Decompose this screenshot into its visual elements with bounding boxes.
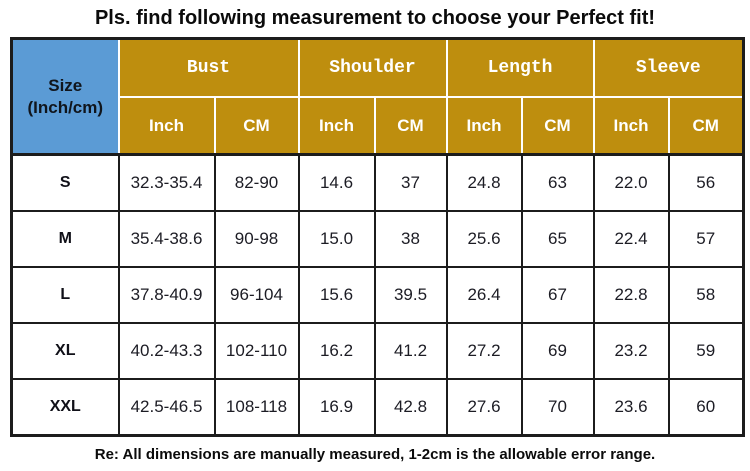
cell-shoulder-cm: 37: [373, 153, 448, 212]
table-row-xl: XL 40.2-43.3 102-110 16.2 41.2 27.2 69 2…: [10, 322, 745, 380]
subheader-bust-inch: Inch: [117, 96, 216, 156]
subheader-shoulder-cm: CM: [373, 96, 448, 156]
cell-shoulder-cm: 42.8: [373, 378, 448, 437]
cell-size: M: [10, 210, 120, 268]
cell-sleeve-cm: 60: [667, 378, 745, 437]
cell-shoulder-cm: 41.2: [373, 322, 448, 380]
cell-sleeve-cm: 58: [667, 266, 745, 324]
table-row-xxl: XXL 42.5-46.5 108-118 16.9 42.8 27.6 70 …: [10, 378, 745, 437]
cell-shoulder-inch: 16.9: [297, 378, 376, 437]
table-row-s: S 32.3-35.4 82-90 14.6 37 24.8 63 22.0 5…: [10, 153, 745, 212]
group-header-sleeve: Sleeve: [592, 37, 745, 98]
group-header-row: Size (Inch/cm) Bust Shoulder Length Slee…: [10, 37, 745, 156]
cell-sleeve-cm: 59: [667, 322, 745, 380]
size-column-header: Size (Inch/cm): [10, 37, 120, 156]
cell-shoulder-inch: 15.0: [297, 210, 376, 268]
cell-bust-cm: 102-110: [213, 322, 300, 380]
cell-bust-cm: 96-104: [213, 266, 300, 324]
group-header-shoulder: Shoulder: [297, 37, 448, 98]
cell-length-inch: 27.6: [445, 378, 523, 437]
cell-bust-inch: 40.2-43.3: [117, 322, 216, 380]
cell-sleeve-inch: 23.6: [592, 378, 670, 437]
cell-bust-cm: 82-90: [213, 153, 300, 212]
size-chart-table: Size (Inch/cm) Bust Shoulder Length Slee…: [10, 37, 746, 437]
subheader-shoulder-inch: Inch: [297, 96, 376, 156]
table-row-l: L 37.8-40.9 96-104 15.6 39.5 26.4 67 22.…: [10, 266, 745, 324]
cell-shoulder-cm: 38: [373, 210, 448, 268]
cell-bust-inch: 35.4-38.6: [117, 210, 216, 268]
cell-sleeve-inch: 22.8: [592, 266, 670, 324]
cell-bust-cm: 90-98: [213, 210, 300, 268]
subheader-bust-cm: CM: [213, 96, 300, 156]
cell-size: XXL: [10, 378, 120, 437]
cell-size: XL: [10, 322, 120, 380]
cell-length-inch: 25.6: [445, 210, 523, 268]
cell-length-cm: 67: [520, 266, 595, 324]
cell-length-cm: 63: [520, 153, 595, 212]
cell-length-cm: 69: [520, 322, 595, 380]
subheader-sleeve-cm: CM: [667, 96, 745, 156]
unit-header-row: Inch CM Inch CM Inch CM Inch CM: [12, 96, 745, 156]
cell-bust-inch: 37.8-40.9: [117, 266, 216, 324]
page-title: Pls. find following measurement to choos…: [94, 7, 656, 29]
cell-sleeve-inch: 22.4: [592, 210, 670, 268]
cell-sleeve-inch: 22.0: [592, 153, 670, 212]
cell-size: L: [10, 266, 120, 324]
cell-sleeve-cm: 56: [667, 153, 745, 212]
cell-shoulder-inch: 15.6: [297, 266, 376, 324]
cell-length-inch: 27.2: [445, 322, 523, 380]
table-row-m: M 35.4-38.6 90-98 15.0 38 25.6 65 22.4 5…: [10, 210, 745, 268]
cell-length-cm: 65: [520, 210, 595, 268]
size-header-line2: (Inch/cm): [27, 97, 104, 117]
cell-length-inch: 26.4: [445, 266, 523, 324]
subheader-length-inch: Inch: [445, 96, 523, 156]
cell-sleeve-inch: 23.2: [592, 322, 670, 380]
cell-sleeve-cm: 57: [667, 210, 745, 268]
cell-size: S: [10, 153, 120, 212]
cell-shoulder-inch: 16.2: [297, 322, 376, 380]
footer-note: Re: All dimensions are manually measured…: [94, 446, 656, 463]
cell-shoulder-cm: 39.5: [373, 266, 448, 324]
cell-bust-inch: 42.5-46.5: [117, 378, 216, 437]
group-header-length: Length: [445, 37, 595, 98]
subheader-length-cm: CM: [520, 96, 595, 156]
cell-length-inch: 24.8: [445, 153, 523, 212]
table-body: S 32.3-35.4 82-90 14.6 37 24.8 63 22.0 5…: [10, 153, 745, 437]
cell-bust-inch: 32.3-35.4: [117, 153, 216, 212]
group-header-bust: Bust: [117, 37, 300, 98]
cell-length-cm: 70: [520, 378, 595, 437]
subheader-sleeve-inch: Inch: [592, 96, 670, 156]
table-header: Size (Inch/cm) Bust Shoulder Length Slee…: [10, 37, 745, 156]
cell-shoulder-inch: 14.6: [297, 153, 376, 212]
size-header-line1: Size: [48, 75, 83, 95]
cell-bust-cm: 108-118: [213, 378, 300, 437]
